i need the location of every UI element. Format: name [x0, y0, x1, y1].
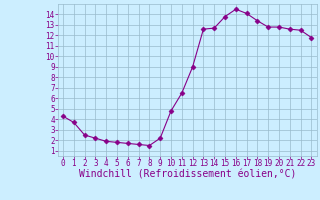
X-axis label: Windchill (Refroidissement éolien,°C): Windchill (Refroidissement éolien,°C): [78, 169, 296, 179]
